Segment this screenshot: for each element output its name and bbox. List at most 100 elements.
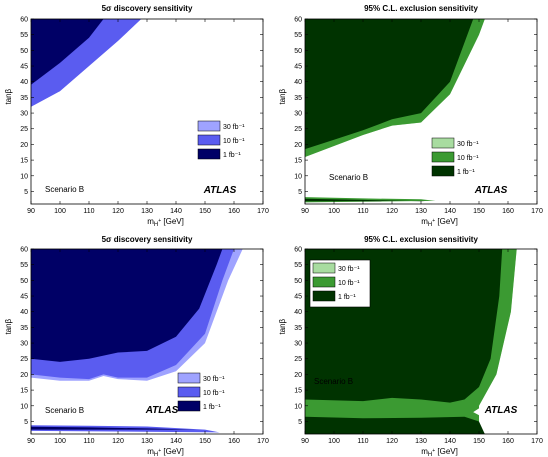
y-tick-label: 35 <box>294 95 302 102</box>
y-tick-label: 25 <box>20 356 28 363</box>
x-tick-label: 110 <box>357 208 368 215</box>
area-layer <box>31 19 142 107</box>
legend-swatch <box>312 262 336 274</box>
y-tick-label: 15 <box>20 158 28 165</box>
chart-title: 95% C.L. exclusion sensitivity <box>364 235 478 244</box>
y-axis-label: tanβ <box>278 318 287 334</box>
legend-swatch <box>197 120 221 132</box>
y-axis-label: tanβ <box>278 88 287 104</box>
y-tick-label: 30 <box>294 341 302 348</box>
y-tick-label: 55 <box>294 262 302 269</box>
y-tick-label: 5 <box>24 419 28 426</box>
x-tick-label: 160 <box>502 438 514 445</box>
x-tick-label: 100 <box>328 208 340 215</box>
y-tick-label: 10 <box>20 403 28 410</box>
x-tick-label: 100 <box>54 438 66 445</box>
x-tick-label: 130 <box>415 208 427 215</box>
y-tick-label: 55 <box>20 32 28 39</box>
legend-label: 1 fb⁻¹ <box>203 404 221 411</box>
legend-label: 30 fb⁻¹ <box>457 141 479 148</box>
legend-label: 30 fb⁻¹ <box>338 266 360 273</box>
x-tick-label: 140 <box>444 438 456 445</box>
y-tick-label: 50 <box>294 278 302 285</box>
x-tick-label: 140 <box>444 208 456 215</box>
y-tick-label: 45 <box>294 294 302 301</box>
area-series-1fb <box>31 19 104 85</box>
x-tick-label: 150 <box>473 208 485 215</box>
atlas-label: ATLAS <box>203 185 237 196</box>
y-tick-label: 60 <box>294 247 302 254</box>
x-tick-label: 150 <box>473 438 485 445</box>
y-tick-label: 40 <box>294 309 302 316</box>
legend-swatch <box>197 148 221 160</box>
y-tick-label: 60 <box>20 17 28 24</box>
y-tick-label: 60 <box>294 17 302 24</box>
y-tick-label: 40 <box>294 79 302 86</box>
y-tick-label: 40 <box>20 79 28 86</box>
x-tick-label: 90 <box>301 208 309 215</box>
x-tick-label: 120 <box>386 208 398 215</box>
area-series-1fb <box>31 249 223 362</box>
x-tick-label: 150 <box>199 208 211 215</box>
y-tick-label: 25 <box>294 126 302 133</box>
y-tick-label: 55 <box>294 32 302 39</box>
legend-label: 1 fb⁻¹ <box>338 294 356 301</box>
scenario-label: Scenario B <box>314 377 353 386</box>
legend: 30 fb⁻¹ 10 fb⁻¹ 1 fb⁻¹ <box>431 137 479 177</box>
y-tick-label: 10 <box>294 173 302 180</box>
y-tick-label: 45 <box>20 64 28 71</box>
x-tick-label: 100 <box>54 208 66 215</box>
y-tick-label: 20 <box>20 142 28 149</box>
y-tick-label: 50 <box>294 48 302 55</box>
y-tick-label: 45 <box>20 294 28 301</box>
y-tick-label: 55 <box>20 262 28 269</box>
y-tick-label: 5 <box>298 189 302 196</box>
chart-panel-top-right: 95% C.L. exclusion sensitivity 90 100 110 12… <box>278 4 543 228</box>
legend-label: 10 fb⁻¹ <box>457 155 479 162</box>
y-tick-label: 20 <box>294 142 302 149</box>
x-tick-label: 150 <box>199 438 211 445</box>
legend-label: 10 fb⁻¹ <box>223 138 245 145</box>
area-series-1fb <box>305 19 474 150</box>
x-tick-label: 140 <box>170 438 182 445</box>
legend-label: 30 fb⁻¹ <box>223 124 245 131</box>
legend-label: 1 fb⁻¹ <box>223 152 241 159</box>
x-tick-label: 160 <box>228 208 240 215</box>
y-tick-label: 30 <box>294 111 302 118</box>
legend-swatch <box>431 137 455 149</box>
y-tick-label: 50 <box>20 48 28 55</box>
atlas-label: ATLAS <box>484 405 518 416</box>
x-tick-label: 110 <box>83 208 94 215</box>
y-tick-label: 30 <box>20 341 28 348</box>
y-axis-label: tanβ <box>4 88 13 104</box>
scenario-label: Scenario B <box>45 185 84 194</box>
x-tick-label: 170 <box>531 208 543 215</box>
legend-label: 30 fb⁻¹ <box>203 376 225 383</box>
y-tick-label: 15 <box>294 388 302 395</box>
area-series-1fb-low <box>305 198 427 202</box>
x-tick-label: 170 <box>257 208 269 215</box>
chart-title: 5σ discovery sensitivity <box>102 235 193 244</box>
x-axis-label: mH+ [GeV] <box>147 217 184 228</box>
x-tick-label: 120 <box>112 208 124 215</box>
legend-swatch <box>431 151 455 163</box>
chart-panel-bottom-left: 5σ discovery sensitivity 90 100 110 120 130 14… <box>4 235 269 457</box>
x-tick-label: 90 <box>27 208 35 215</box>
area-series-1fb-low <box>305 416 485 434</box>
y-tick-label: 10 <box>20 173 28 180</box>
x-tick-label: 120 <box>386 438 398 445</box>
legend-swatch <box>312 290 336 302</box>
legend-label: 10 fb⁻¹ <box>338 280 360 287</box>
y-tick-label: 35 <box>20 325 28 332</box>
x-tick-label: 100 <box>328 438 340 445</box>
chart-panel-bottom-right: 95% C.L. exclusion sensitivity 90 100 110 12… <box>278 235 543 457</box>
y-tick-label: 50 <box>20 278 28 285</box>
x-tick-label: 160 <box>228 438 240 445</box>
legend-label: 10 fb⁻¹ <box>203 390 225 397</box>
legend: 30 fb⁻¹ 10 fb⁻¹ 1 fb⁻¹ <box>197 120 245 160</box>
chart-title: 95% C.L. exclusion sensitivity <box>364 4 478 13</box>
y-tick-label: 20 <box>294 372 302 379</box>
y-tick-label: 35 <box>294 325 302 332</box>
y-tick-label: 60 <box>20 247 28 254</box>
